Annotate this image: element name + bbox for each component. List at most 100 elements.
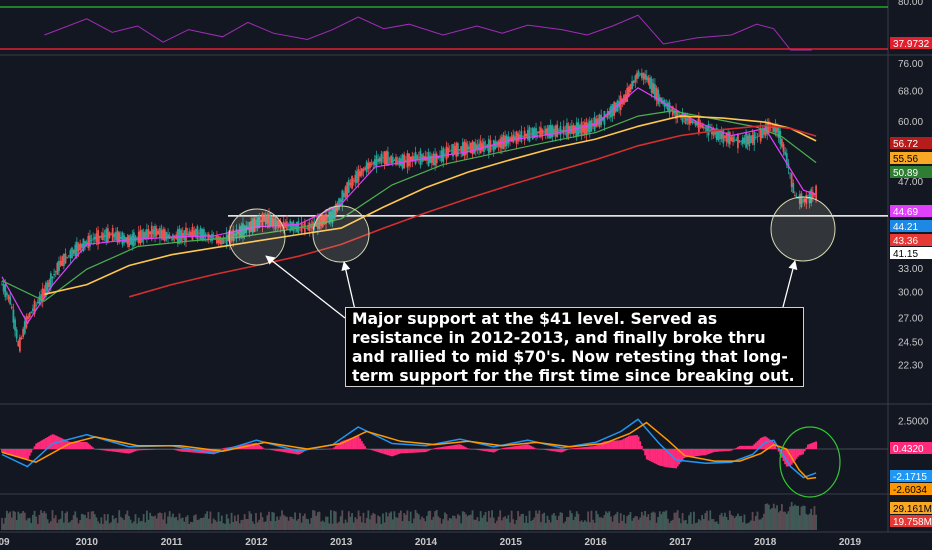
volume-bar [224,523,226,530]
candle-body [782,144,785,152]
histogram-bar [261,447,264,449]
volume-bar [808,513,811,530]
histogram-bar [500,448,503,449]
volume-bar [297,518,300,530]
candle-body [541,129,544,135]
candle-body [14,319,16,331]
histogram-bar [499,449,502,450]
volume-bar [761,517,764,530]
volume-bar [707,520,710,530]
year-tick-label: 2014 [415,537,438,548]
histogram-bar [758,439,760,449]
candle-body [688,116,690,125]
volume-bar [759,519,762,530]
candle-body [627,86,630,97]
histogram-bar [378,449,381,453]
volume-bar [14,511,16,530]
candle-body [393,160,396,162]
histogram-bar [693,449,695,457]
histogram-bar [805,447,808,449]
histogram-bar [413,449,415,453]
volume-bar [325,516,327,530]
volume-bar [313,510,316,530]
histogram-bar [802,449,804,455]
histogram-bar [577,447,580,449]
volume-bar [499,510,502,530]
candle-body [137,231,140,244]
volume-bar [678,518,681,530]
candle-body [219,236,222,245]
candle-body [481,143,484,151]
candle-body [655,87,658,101]
histogram-bar [460,444,463,449]
volume-bar [216,521,218,530]
candle-body [303,221,306,234]
histogram-bar [735,447,738,449]
candle-body [79,243,82,250]
price-badge-bg [890,234,932,246]
volume-bar [471,510,474,530]
volume-bar [115,517,117,530]
histogram-bar [429,449,432,451]
volume-bar [774,508,777,530]
volume-bar [626,516,629,530]
histogram-bar [813,442,816,449]
histogram-bar [85,441,88,449]
candle-body [800,193,803,208]
volume-bar [303,513,306,530]
candle-body [351,176,353,189]
histogram-bar [421,449,423,453]
volume-bar [277,519,280,530]
price-badge: 56.72 [893,139,918,150]
histogram-bar [430,449,433,450]
histogram-bar [328,448,331,450]
volume-bar [129,519,132,530]
volume-bar [84,514,86,530]
histogram-bar [497,449,500,451]
histogram-bar [295,449,298,455]
histogram-bar [613,440,616,449]
volume-bar [676,510,679,530]
volume-bar [45,513,47,530]
volume-bar [585,521,588,530]
histogram-bar [224,447,226,449]
histogram-bar [426,449,428,452]
candle-body [522,135,524,137]
candle-body [732,136,734,143]
histogram-bar [619,440,622,449]
histogram-bar [269,449,272,450]
candle-body [235,229,238,239]
candle-body [745,133,747,148]
candle-body [93,236,96,240]
candle-body [483,141,485,152]
volume-bar [535,510,537,530]
candle-body [110,234,112,236]
candle-body [548,125,550,138]
histogram-bar [650,449,653,462]
histogram-bar [608,441,611,449]
volume-bar [601,518,604,530]
arrow-to-2012 [265,255,346,319]
histogram-bar [194,449,197,453]
volume-bar [667,518,669,530]
volume-bar [636,516,638,530]
candle-body [212,237,215,239]
volume-bar [245,519,248,530]
volume-bar [518,516,521,530]
volume-bar [398,512,401,530]
candle-body [279,221,282,228]
histogram-bar [478,449,480,451]
volume-bar [54,515,57,530]
candle-body [220,237,223,245]
histogram-bar [271,449,274,451]
volume-bar [507,515,510,530]
volume-bar [251,521,254,530]
histogram-bar [396,449,399,455]
volume-bar [295,520,298,530]
candle-body [528,127,531,142]
candle-body [106,228,109,243]
volume-bar [294,512,296,530]
volume-bar [574,516,577,530]
histogram-bar [657,449,660,466]
